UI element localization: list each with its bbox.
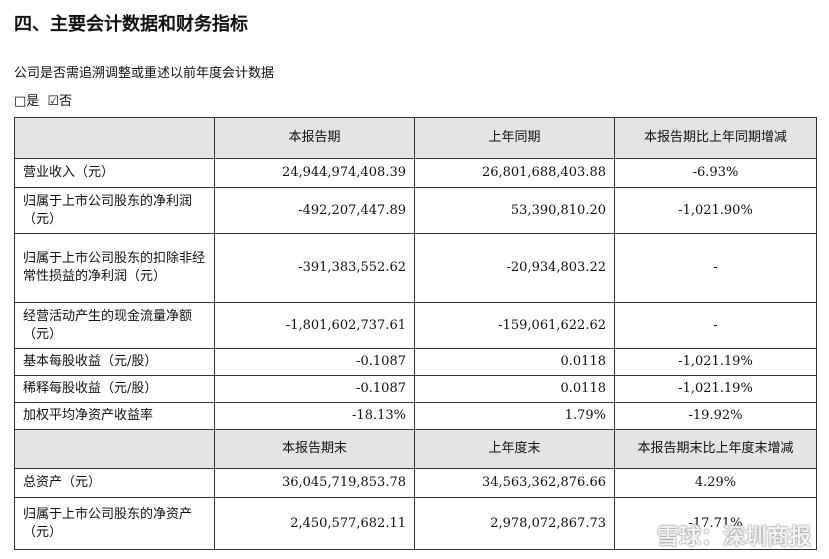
row-label: 归属于上市公司股东的扣除非经常性损益的净利润（元） — [14, 233, 215, 303]
cell: -18.13% — [214, 402, 415, 430]
cell: -391,383,552.62 — [214, 233, 415, 303]
cell: 2,450,577,682.11 — [214, 497, 415, 550]
data-row: 总资产（元） 36,045,719,853.78 34,563,362,876.66… — [14, 468, 817, 498]
row-label: 加权平均净资产收益率 — [14, 402, 215, 430]
cell: -159,061,622.62 — [414, 302, 615, 349]
watermark: 雪球：深圳商报 — [656, 525, 811, 550]
cell: 2,978,072,867.73 — [414, 497, 615, 550]
cell: -0.1087 — [214, 348, 415, 376]
cell: 4.29% — [614, 468, 817, 498]
cell: -0.1087 — [214, 375, 415, 403]
data-row: 归属于上市公司股东的净利润（元） -492,207,447.89 53,390,81… — [14, 187, 817, 234]
cell: 24,944,974,408.39 — [214, 158, 415, 188]
row-label: 经营活动产生的现金流量净额（元） — [14, 302, 215, 349]
cell: - — [614, 302, 817, 349]
cell: 26,801,688,403.88 — [414, 158, 615, 188]
financial-table: 本报告期 上年同期 本报告期比上年同期增减 营业收入（元） 24,944,974,408… — [14, 117, 817, 550]
cell: 34,563,362,876.66 — [414, 468, 615, 498]
header-cell: 本报告期末 — [214, 429, 415, 469]
data-row: 基本每股收益（元/股） -0.1087 0.0118 -1,021.19% — [14, 348, 817, 376]
header-cell — [14, 429, 215, 469]
cell: 53,390,810.20 — [414, 187, 615, 234]
header-cell: 本报告期比上年同期增减 — [614, 117, 817, 159]
cell: 0.0118 — [414, 375, 615, 403]
row-label: 稀释每股收益（元/股） — [14, 375, 215, 403]
cell: 0.0118 — [414, 348, 615, 376]
cell: -1,021.19% — [614, 375, 817, 403]
cell: -20,934,803.22 — [414, 233, 615, 303]
option: □是 — [14, 94, 40, 109]
row-label: 营业收入（元） — [14, 158, 215, 188]
options: □是 ☑否 — [14, 90, 76, 109]
row-label: 归属于上市公司股东的净资产（元） — [14, 497, 215, 550]
data-row: 稀释每股收益（元/股） -0.1087 0.0118 -1,021.19% — [14, 375, 817, 403]
data-row: 加权平均净资产收益率 -18.13% 1.79% -19.92% — [14, 402, 817, 430]
question: 公司是否需追溯调整或重述以前年度会计数据 — [14, 66, 275, 81]
row-label: 归属于上市公司股东的净利润（元） — [14, 187, 215, 234]
data-row: 归属于上市公司股东的净资产（元） 2,450,577,682.11 2,978,07… — [14, 497, 817, 550]
cell: 36,045,719,853.78 — [214, 468, 415, 498]
data-row: 营业收入（元） 24,944,974,408.39 26,801,688,403.8… — [14, 158, 817, 188]
cell: -19.92% — [614, 402, 817, 430]
cell: - — [614, 233, 817, 303]
title: 四、主要会计数据和财务指标 — [14, 14, 248, 35]
data-row: 归属于上市公司股东的扣除非经常性损益的净利润（元） -391,383,552.62… — [14, 233, 817, 303]
header-cell — [14, 117, 215, 159]
cell: -1,021.90% — [614, 187, 817, 234]
data-row: 经营活动产生的现金流量净额（元） -1,801,602,737.61 -159,06… — [14, 302, 817, 349]
cell: -1,801,602,737.61 — [214, 302, 415, 349]
cell: 1.79% — [414, 402, 615, 430]
option: ☑否 — [47, 94, 73, 109]
row-label: 基本每股收益（元/股） — [14, 348, 215, 376]
cell: -17.71% — [614, 497, 817, 550]
header-cell: 上年同期 — [414, 117, 615, 159]
header-cell: 上年度末 — [414, 429, 615, 469]
header-cell: 本报告期 — [214, 117, 415, 159]
row-label: 总资产（元） — [14, 468, 215, 498]
cell: -6.93% — [614, 158, 817, 188]
cell: -1,021.19% — [614, 348, 817, 376]
header-row: 本报告期末 上年度末 本报告期末比上年度末增减 — [14, 429, 817, 469]
cell: -492,207,447.89 — [214, 187, 415, 234]
header-row: 本报告期 上年同期 本报告期比上年同期增减 — [14, 117, 817, 159]
header-cell: 本报告期末比上年度末增减 — [614, 429, 817, 469]
